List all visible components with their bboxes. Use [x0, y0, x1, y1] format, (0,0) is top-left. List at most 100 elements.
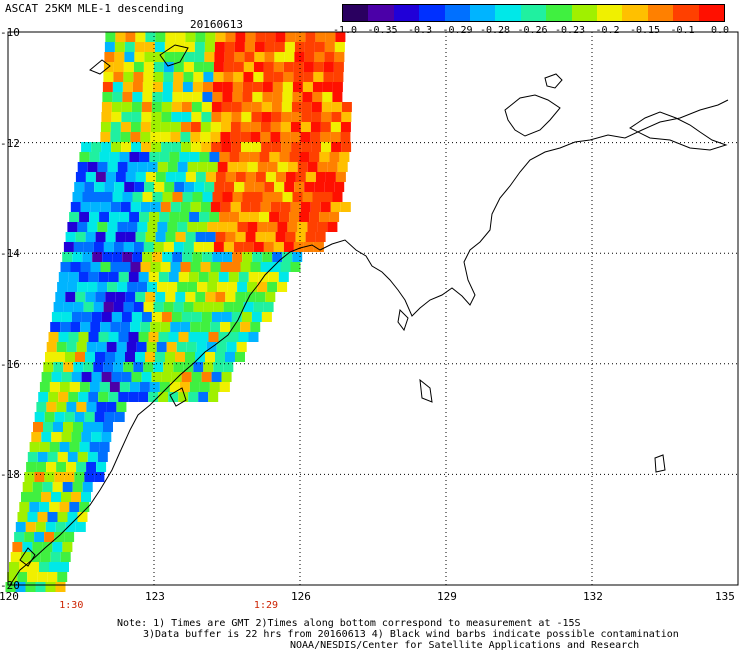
data-cell	[17, 572, 28, 582]
data-cell	[52, 542, 63, 552]
data-cell	[253, 242, 264, 252]
data-cell	[261, 102, 272, 112]
data-cell	[110, 322, 121, 332]
data-cell	[54, 412, 65, 422]
data-cell	[319, 212, 330, 222]
data-cell	[231, 142, 242, 152]
data-cell	[150, 132, 161, 142]
data-cell	[209, 212, 220, 222]
data-cell	[61, 492, 71, 502]
data-cell	[260, 202, 271, 212]
data-cell	[177, 162, 188, 172]
data-cell	[101, 142, 112, 152]
note-line-2: 3)Data buffer is 22 hrs from 20160613 4)…	[143, 629, 679, 640]
data-cell	[87, 452, 98, 462]
data-cell	[315, 232, 326, 242]
data-cell	[103, 242, 114, 252]
data-cell	[53, 362, 64, 372]
data-cell	[235, 352, 245, 362]
data-cell	[133, 362, 144, 372]
data-cell	[199, 212, 210, 222]
data-cell	[260, 132, 271, 142]
data-cell	[264, 52, 275, 62]
data-cell	[160, 132, 171, 142]
data-cell	[189, 212, 200, 222]
data-cell	[98, 392, 109, 402]
data-cell	[79, 382, 90, 392]
lat-label: -12	[0, 136, 20, 150]
data-cell	[329, 152, 340, 162]
data-cell	[243, 62, 254, 72]
data-cell	[187, 282, 198, 292]
data-cell	[212, 92, 223, 102]
data-cell	[168, 272, 179, 282]
data-cell	[72, 482, 83, 492]
data-cell	[119, 212, 130, 222]
data-cell	[114, 42, 125, 52]
data-cell	[133, 302, 144, 312]
data-cell	[128, 392, 139, 402]
data-cell	[221, 112, 232, 122]
data-cell	[135, 292, 146, 302]
data-cell	[163, 72, 174, 82]
data-cell	[142, 82, 153, 92]
data-cell	[124, 182, 135, 192]
data-cell	[150, 202, 161, 212]
data-cell	[49, 502, 60, 512]
data-cell	[167, 162, 178, 172]
data-cell	[251, 142, 262, 152]
data-cell	[199, 152, 210, 162]
data-cell	[132, 82, 143, 92]
data-cell	[115, 32, 126, 42]
data-cell	[40, 552, 51, 562]
data-cell	[241, 312, 252, 322]
data-cell	[248, 272, 259, 282]
data-cell	[154, 52, 165, 62]
data-cell	[27, 452, 38, 462]
data-cell	[139, 382, 150, 392]
data-cell	[147, 162, 158, 172]
data-cell	[104, 412, 115, 422]
data-cell	[300, 132, 311, 142]
data-cell	[277, 162, 288, 172]
data-cell	[174, 52, 185, 62]
colorbar-segment	[622, 5, 649, 21]
data-cell	[137, 282, 148, 292]
data-cell	[190, 262, 201, 272]
data-cell	[50, 552, 61, 562]
data-cell	[204, 182, 215, 192]
data-cell	[100, 262, 111, 272]
data-cell	[263, 302, 274, 312]
data-cell	[190, 122, 201, 132]
data-cell	[123, 302, 134, 312]
data-cell	[119, 152, 130, 162]
data-cell	[247, 222, 258, 232]
data-cell	[75, 352, 85, 362]
data-cell	[194, 42, 205, 52]
data-cell	[93, 242, 104, 252]
data-cell	[167, 282, 178, 292]
data-cell	[62, 482, 73, 492]
data-cell	[334, 52, 345, 62]
data-cell	[143, 242, 154, 252]
data-cell	[46, 462, 57, 472]
data-cell	[114, 52, 125, 62]
data-cell	[304, 182, 315, 192]
data-cell	[61, 312, 72, 322]
data-cell	[301, 112, 312, 122]
data-cell	[135, 172, 146, 182]
data-cell	[239, 212, 250, 222]
data-cell	[182, 252, 193, 262]
data-cell	[174, 42, 185, 52]
data-cell	[64, 412, 75, 422]
data-cell	[170, 132, 181, 142]
data-cell	[283, 72, 294, 82]
data-cell	[55, 582, 66, 592]
data-cell	[107, 162, 118, 172]
data-cell	[101, 432, 112, 442]
data-cell	[241, 102, 252, 112]
data-cell	[14, 532, 25, 542]
data-cell	[274, 182, 285, 192]
data-cell	[177, 222, 188, 232]
data-cell	[157, 222, 168, 232]
